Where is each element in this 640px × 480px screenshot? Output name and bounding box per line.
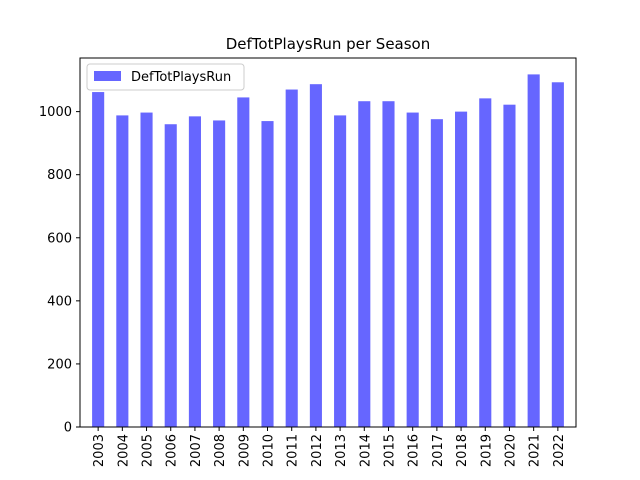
bar-2018 [455, 111, 468, 428]
x-tick-label: 2022 [552, 434, 567, 467]
bar-2010 [261, 121, 274, 427]
x-tick-label: 2004 [116, 434, 131, 467]
bars-group [92, 74, 564, 428]
x-tick-label: 2018 [455, 434, 470, 467]
bar-2003 [92, 92, 105, 427]
x-tick-label: 2010 [262, 434, 277, 467]
y-tick-label: 0 [64, 421, 72, 436]
x-tick-label: 2013 [334, 434, 349, 467]
x-tick-label: 2017 [431, 434, 446, 467]
x-tick-label: 2009 [237, 434, 252, 467]
bar-2012 [309, 84, 322, 428]
legend-label: DefTotPlaysRun [131, 70, 231, 85]
y-tick-label: 600 [47, 231, 72, 246]
y-tick-label: 800 [47, 168, 72, 183]
x-tick-label: 2016 [407, 434, 422, 467]
chart-title: DefTotPlaysRun per Season [226, 35, 431, 53]
x-tick-label: 2019 [479, 434, 494, 467]
x-tick-label: 2007 [189, 434, 204, 467]
y-tick-label: 400 [47, 294, 72, 309]
plot-frame [79, 57, 577, 428]
bar-2021 [527, 74, 540, 428]
bar-2011 [285, 89, 298, 427]
legend-swatch [94, 71, 121, 81]
x-tick-label: 2011 [286, 434, 301, 467]
y-tick-label: 200 [47, 357, 72, 372]
x-tick-label: 2008 [213, 434, 228, 467]
bar-2009 [237, 97, 250, 428]
bar-2007 [188, 116, 201, 427]
y-tick-label: 1000 [39, 105, 72, 120]
x-tick-label: 2020 [504, 434, 519, 467]
x-tick-label: 2003 [92, 434, 107, 467]
bar-2004 [116, 115, 129, 428]
x-tick-label: 2006 [165, 434, 180, 467]
x-tick-label: 2021 [528, 434, 543, 467]
x-tick-label: 2005 [141, 434, 156, 467]
bar-2022 [551, 82, 564, 427]
bar-2019 [479, 98, 492, 428]
x-axis: 2003 2004 2005 2006 2007 2008 2009 2010 2011 2012… [92, 427, 567, 467]
bar-2005 [140, 112, 153, 427]
legend-box [86, 63, 245, 91]
y-axis: 0 200 400 600 800 1000 [39, 105, 80, 436]
bar-2008 [213, 120, 226, 427]
bar-2015 [382, 101, 395, 428]
bar-2016 [406, 112, 419, 427]
bar-2006 [164, 124, 177, 427]
x-tick-label: 2015 [383, 434, 398, 467]
x-tick-label: 2012 [310, 434, 325, 467]
bar-2020 [503, 104, 516, 428]
bar-2013 [334, 115, 347, 428]
bar-2014 [358, 101, 371, 428]
legend: DefTotPlaysRun [86, 63, 245, 91]
x-tick-label: 2014 [358, 434, 373, 467]
bar-2017 [430, 119, 443, 428]
